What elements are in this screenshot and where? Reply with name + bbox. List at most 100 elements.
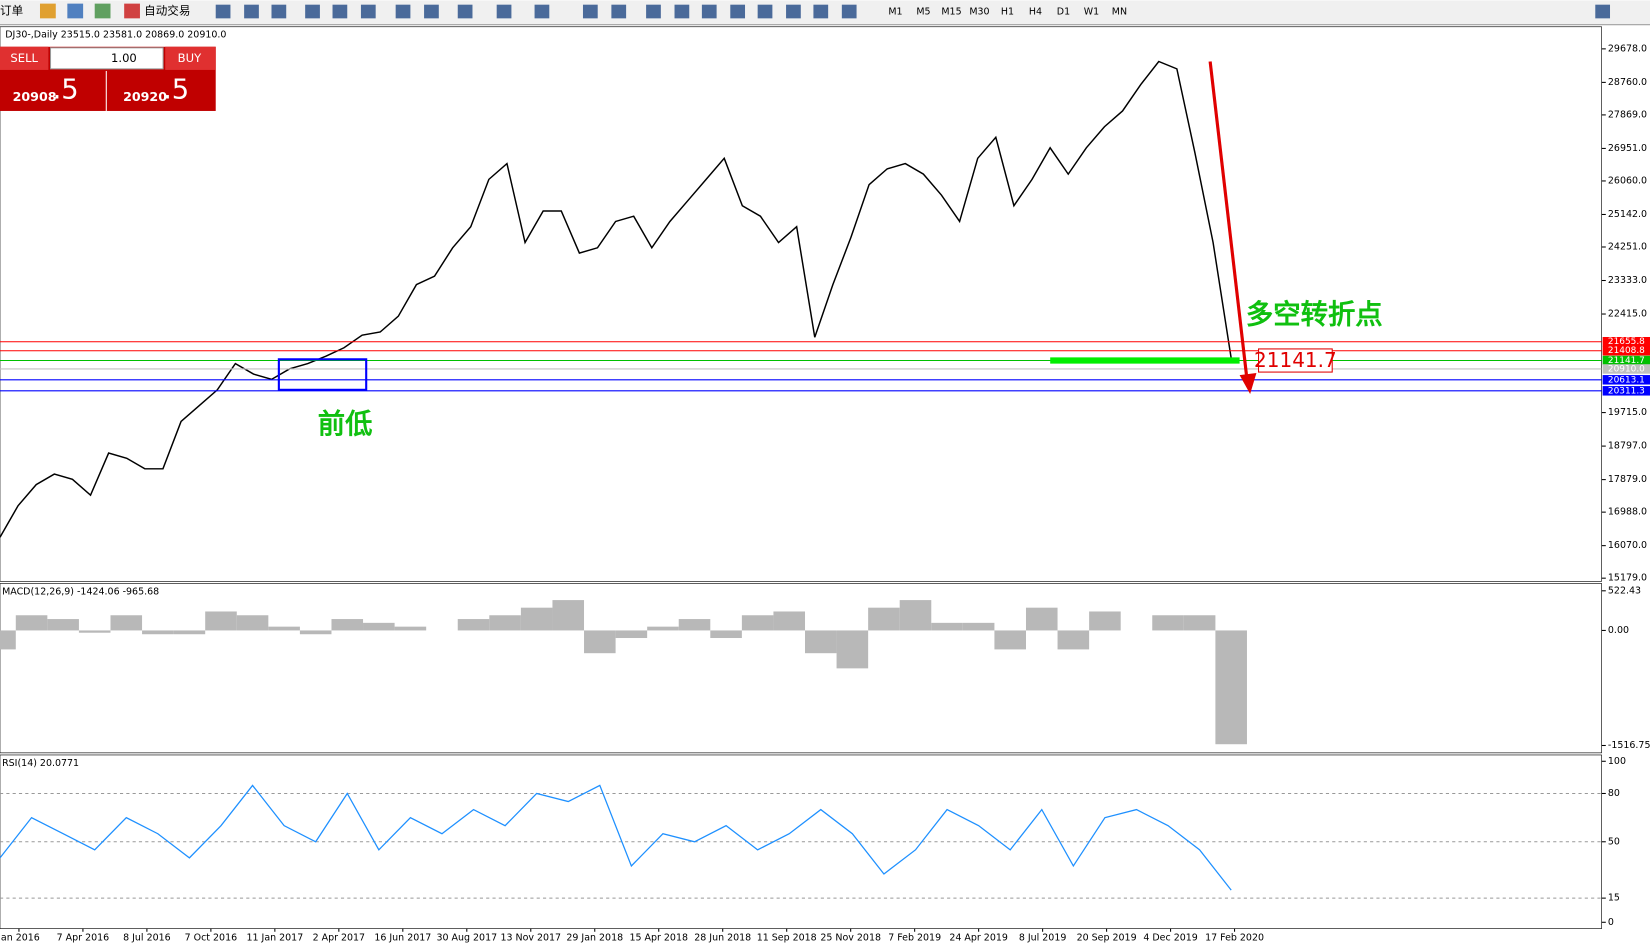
timeframe[interactable]: M1 [888,7,902,18]
icon[interactable] [424,4,439,19]
buy-pip[interactable]: .5 [163,74,189,105]
macd-bar [236,615,269,631]
macd-bar [899,600,932,631]
level-label: 21141.7 [1608,356,1645,366]
x-tick-label: 8 Jul 2019 [1019,933,1067,944]
icon[interactable] [646,4,661,19]
icon[interactable] [674,4,690,19]
icon[interactable] [730,4,746,19]
y-tick-label: 16070.0 [1608,540,1647,551]
new-order[interactable]: 订单 [0,3,23,17]
icon[interactable] [813,4,829,19]
y-tick-label: 80 [1608,788,1620,799]
y-tick-label: -1516.75 [1608,740,1650,751]
timeframe[interactable]: D1 [1057,7,1070,18]
y-tick-label: 25142.0 [1608,209,1647,220]
lot-input[interactable] [49,47,164,70]
macd-bar [1152,615,1184,631]
y-tick-label: 100 [1608,756,1626,767]
sell-price[interactable]: 20908 [13,89,57,104]
x-tick-label: 24 Apr 2019 [949,933,1008,944]
macd-bar [836,630,869,669]
icon[interactable] [841,4,857,19]
icon[interactable] [332,4,348,19]
icon[interactable] [534,4,550,19]
prior-low-annotation: 前低 [318,408,373,440]
x-tick-label: 2 Apr 2017 [313,933,366,944]
level-label: 21408.8 [1608,346,1645,356]
icon[interactable] [94,3,111,19]
icon[interactable] [244,4,259,19]
x-tick-label: 11 Jan 2017 [246,933,303,944]
x-tick-label: 20 Sep 2019 [1077,933,1137,944]
y-tick-label: 0.00 [1608,625,1629,636]
x-tick-label: 13 Nov 2017 [500,933,561,944]
x-tick-label: 7 Oct 2016 [185,933,238,944]
macd-bar [299,630,332,635]
level-tag [1602,364,1650,374]
y-tick-label: 15179.0 [1608,573,1647,584]
buy-label[interactable]: BUY [178,51,202,65]
y-tick-label: 0 [1608,917,1614,928]
icon[interactable] [67,3,84,19]
buy-button[interactable] [165,46,216,70]
icon[interactable] [271,4,287,19]
macd-bar [1057,630,1090,650]
icon[interactable] [786,4,801,19]
y-tick-label: 22415.0 [1608,309,1647,320]
icon[interactable] [757,4,773,19]
x-tick-label: 8 Jul 2016 [123,933,171,944]
x-tick-label: 7 Feb 2019 [888,933,941,944]
macd-bar [962,622,995,631]
sell-pip[interactable]: .5 [53,74,79,105]
macd-bar [931,622,963,631]
timeframe[interactable]: M30 [969,7,989,18]
macd-bar [1183,615,1216,631]
icon[interactable] [457,4,473,19]
macd-bar [142,630,174,635]
macd-bar [994,630,1026,650]
timeframe[interactable]: M15 [941,7,961,18]
lot-value[interactable]: 1.00 [111,51,137,65]
y-tick-label: 18797.0 [1608,441,1647,452]
macd-label: MACD(12,26,9) -1424.06 -965.68 [2,586,159,597]
x-tick-label: 17 Feb 2020 [1205,933,1264,944]
timeframe[interactable]: M5 [916,7,930,18]
arrow-head [1239,372,1257,395]
icon[interactable] [611,4,627,19]
sell-label[interactable]: SELL [10,51,38,65]
arrow-line [1208,61,1249,380]
icon[interactable] [215,4,231,19]
macd-bar [1215,630,1247,745]
timeframe[interactable]: H1 [1001,7,1014,18]
icon[interactable] [39,3,56,19]
search[interactable] [1595,4,1611,19]
buy-price[interactable]: 20920 [123,89,167,104]
macd-bar [1025,607,1058,631]
icon[interactable] [701,4,717,19]
timeframe[interactable]: MN [1112,7,1127,18]
icon[interactable] [124,3,140,19]
rsi-label: RSI(14) 20.0771 [2,758,79,769]
sell-button[interactable] [0,46,49,70]
macd-bar [78,630,111,633]
level-tag [1602,386,1650,396]
icon[interactable] [395,4,411,19]
timeframe[interactable]: W1 [1084,7,1099,18]
x-tick-label: 28 Jun 2018 [694,933,751,944]
auto-trading[interactable]: 自动交易 [144,3,190,17]
level-label: 21655.8 [1608,337,1645,347]
y-tick-label: 28760.0 [1608,77,1647,88]
tool-icons [215,4,1611,19]
icon[interactable] [305,4,320,19]
x-tick-label: 25 Nov 2018 [820,933,881,944]
timeframe[interactable]: H4 [1029,7,1042,18]
icon[interactable] [582,4,598,19]
macd-bar [331,619,364,631]
macd-bar [584,630,616,654]
macd-bar [647,626,679,631]
icon[interactable] [360,4,376,19]
icon[interactable] [496,4,512,19]
